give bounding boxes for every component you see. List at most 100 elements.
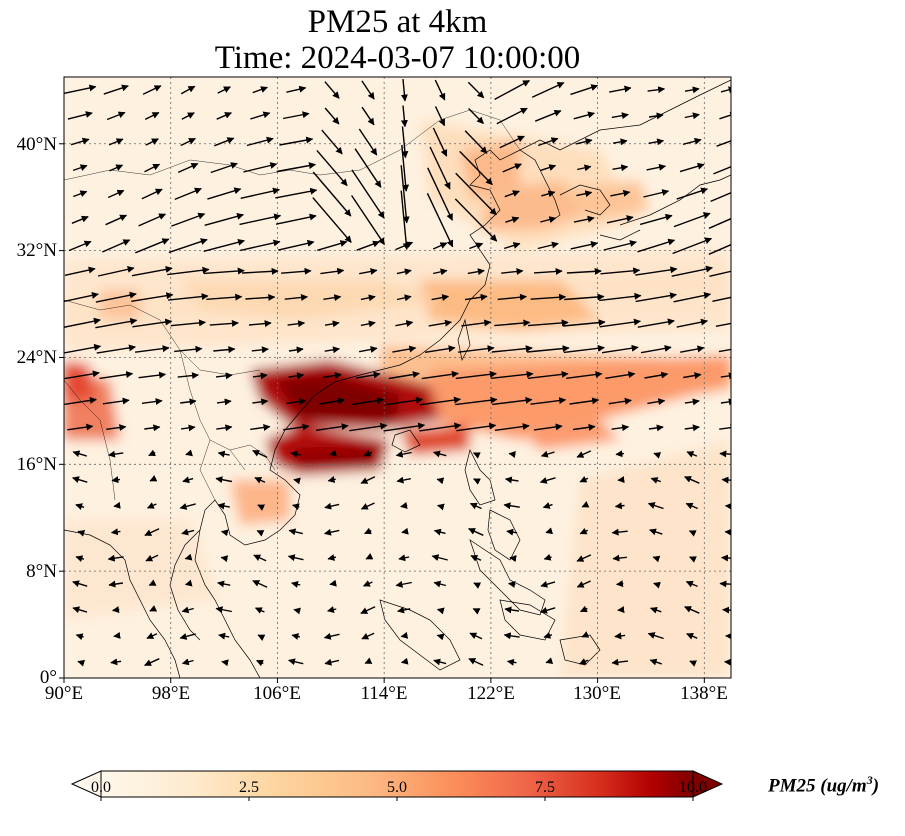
wind-arrow xyxy=(635,292,677,303)
wind-arrow xyxy=(181,528,195,536)
wind-arrow xyxy=(615,450,624,458)
wind-arrow xyxy=(527,370,569,379)
wind-arrow xyxy=(470,555,482,562)
wind-arrow xyxy=(682,137,702,145)
wind-arrow xyxy=(502,163,522,173)
wind-arrow xyxy=(531,82,565,98)
wind-arrow xyxy=(111,476,121,484)
lon-tick-label: 122°E xyxy=(467,683,515,704)
wind-arrow xyxy=(436,633,445,641)
wind-arrow xyxy=(684,606,700,614)
wind-arrow xyxy=(312,171,352,217)
wind-arrow xyxy=(75,503,85,510)
wind-arrow xyxy=(566,267,602,275)
wind-arrow xyxy=(102,239,131,253)
wind-arrow xyxy=(291,581,301,588)
wind-arrow xyxy=(72,164,88,172)
wind-arrow xyxy=(718,346,731,353)
wind-arrow xyxy=(497,293,527,301)
wind-arrow xyxy=(527,319,569,327)
wind-arrow xyxy=(144,424,161,432)
wind-arrow xyxy=(721,554,731,562)
wind-arrow xyxy=(281,267,312,275)
wind-arrow xyxy=(329,449,337,457)
wind-arrow xyxy=(434,106,446,127)
wind-arrow xyxy=(464,130,488,154)
wind-arrow xyxy=(174,345,203,353)
wind-arrow xyxy=(203,267,245,275)
wind-arrow xyxy=(605,371,636,379)
wind-arrow xyxy=(95,291,137,303)
wind-arrow xyxy=(719,450,731,458)
wind-arrow xyxy=(719,111,731,120)
wind-arrow xyxy=(276,162,316,173)
wind-arrow xyxy=(240,239,281,252)
wind-arrow xyxy=(72,580,88,587)
wind-arrow xyxy=(184,579,193,587)
wind-arrow xyxy=(427,167,453,221)
wind-arrow xyxy=(611,528,628,536)
wind-arrow xyxy=(400,657,409,665)
wind-arrow xyxy=(324,528,340,536)
wind-arrow xyxy=(401,144,410,192)
wind-arrow xyxy=(321,129,343,155)
wind-arrow xyxy=(288,528,303,536)
wind-arrow xyxy=(505,216,520,224)
wind-arrow xyxy=(564,293,605,301)
wind-arrow xyxy=(579,527,588,535)
wind-arrow xyxy=(709,270,731,277)
wind-arrow xyxy=(135,345,170,353)
wind-arrow xyxy=(73,190,88,198)
wind-arrow xyxy=(252,372,268,380)
country-borders xyxy=(64,109,521,501)
wind-arrow xyxy=(107,554,124,562)
wind-arrow xyxy=(252,580,268,588)
wind-arrow xyxy=(355,371,381,379)
wind-arrow xyxy=(324,346,340,354)
wind-arrow xyxy=(635,266,678,276)
wind-arrow xyxy=(428,319,452,327)
wind-arrow xyxy=(110,658,122,666)
wind-arrow xyxy=(673,212,711,228)
wind-arrow xyxy=(75,555,85,562)
wind-arrow xyxy=(287,320,306,328)
wind-arrow xyxy=(563,344,605,354)
wind-arrow xyxy=(106,111,126,121)
wind-arrow xyxy=(455,370,497,380)
wind-arrow xyxy=(288,346,304,354)
wind-arrow xyxy=(611,112,629,120)
wind-arrow xyxy=(643,189,670,198)
wind-arrow xyxy=(142,85,162,95)
wind-arrow xyxy=(96,344,136,354)
wind-arrow xyxy=(509,555,517,563)
wind-arrow xyxy=(720,398,731,406)
wind-arrow xyxy=(385,396,424,406)
wind-arrow xyxy=(579,658,589,665)
wind-arrow xyxy=(221,659,229,667)
wind-arrow xyxy=(396,476,411,484)
wind-arrow xyxy=(433,528,446,536)
wind-arrow xyxy=(204,212,244,226)
wind-arrow xyxy=(644,371,669,379)
wind-arrow xyxy=(64,343,102,354)
wind-arrow xyxy=(614,502,625,510)
wind-arrow xyxy=(360,606,376,614)
wind-arrow xyxy=(455,172,497,216)
wind-arrow xyxy=(537,241,559,250)
wind-arrow xyxy=(360,502,375,510)
wind-arrow xyxy=(203,238,245,252)
wind-arrow xyxy=(144,163,161,173)
wind-arrow xyxy=(576,190,593,198)
wind-arrow xyxy=(570,84,599,96)
wind-arrow xyxy=(434,79,446,101)
colorbar-tick-label: 5.0 xyxy=(387,779,407,796)
wind-arrow xyxy=(354,148,382,188)
wind-arrow xyxy=(437,503,445,511)
wind-arrow xyxy=(400,105,408,128)
wind-arrow xyxy=(138,213,167,227)
wind-arrow xyxy=(611,424,630,432)
wind-arrow xyxy=(683,372,702,380)
wind-arrow xyxy=(543,632,553,639)
wind-arrow xyxy=(359,268,378,275)
wind-arrow xyxy=(673,292,712,303)
